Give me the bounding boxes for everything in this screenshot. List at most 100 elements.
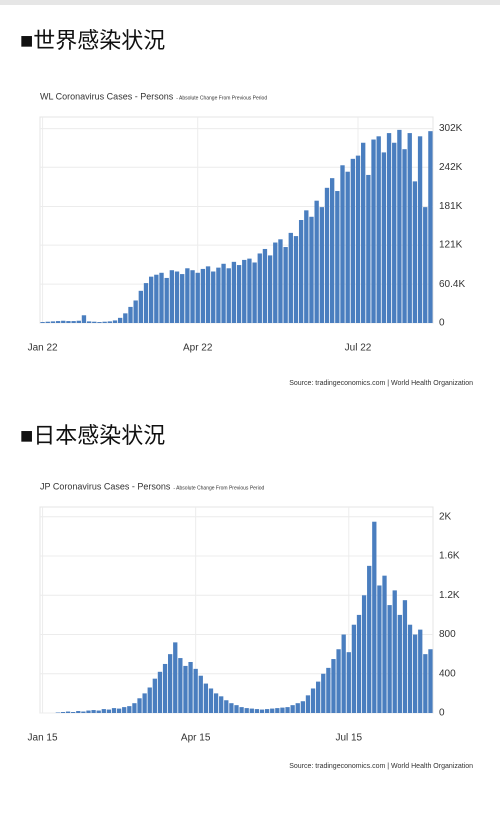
source-note: Source: tradingeconomics.com | World Hea… [289,380,473,387]
chart-title: WL Coronavirus Cases - Persons [40,91,174,101]
bar [204,684,208,713]
bar [428,649,432,713]
source-note: Source: tradingeconomics.com | World Hea… [289,763,473,770]
bar [46,322,50,323]
bar [199,676,203,713]
bar [158,672,162,713]
section-heading: ■世界感染状況 [20,28,165,53]
bar [263,249,267,323]
bar [211,272,215,324]
bar [268,255,272,323]
bar [61,712,65,713]
bar [361,143,365,323]
bar [428,131,432,323]
y-tick-label: 60.4K [439,279,465,290]
bar [366,175,370,323]
bar [123,313,127,323]
bar [159,273,163,323]
bar [127,706,131,713]
bar [51,321,55,323]
bar [331,659,335,713]
bar [206,266,210,323]
bar [247,259,251,323]
bar [153,679,157,713]
bar [423,207,427,323]
bar [97,711,101,713]
bar [71,321,75,323]
y-tick-label: 0 [439,318,445,329]
bar [408,625,412,713]
bar [180,274,184,323]
bar [372,522,376,713]
bar [418,136,422,323]
bar [234,705,238,713]
bar [278,239,282,323]
bar [149,277,153,323]
bar [201,269,205,323]
bar [351,159,355,323]
chart-subtitle: - Absolute Change From Previous Period [176,95,267,101]
bar [142,693,146,713]
bar [311,688,315,713]
y-tick-label: 121K [439,240,463,251]
bar [402,149,406,323]
bar [133,300,137,323]
bar [347,652,351,713]
bar [102,322,106,323]
bar [224,700,228,713]
bar [346,172,350,323]
bar [148,687,152,713]
bar [321,674,325,713]
bar [367,566,371,713]
bar [398,615,402,713]
bar [219,696,223,713]
bar [128,307,132,323]
bar [423,654,427,713]
bar [242,260,246,323]
bar [316,682,320,713]
y-tick-label: 800 [439,629,456,640]
bar [209,688,213,713]
bar [56,321,60,323]
bar [190,270,194,323]
bar [294,236,298,323]
bar [258,253,262,323]
y-tick-label: 2K [439,511,452,522]
bar [216,268,220,323]
bar [239,707,243,713]
bar [113,320,117,323]
bar [362,595,366,713]
bar [61,321,65,323]
bar [289,233,293,323]
bar [144,283,148,323]
bar [76,711,80,713]
y-tick-label: 1.2K [439,590,460,601]
bar [245,708,249,713]
bar [170,270,174,323]
bar [154,275,158,323]
bar [214,693,218,713]
y-tick-label: 400 [439,668,456,679]
bar [255,709,259,713]
bar [283,247,287,323]
bar [194,669,198,713]
chart-subtitle: - Absolute Change From Previous Period [173,485,264,491]
bar [325,188,329,323]
bar [132,703,136,713]
y-tick-label: 302K [439,123,463,134]
section-heading: ■日本感染状況 [20,423,165,448]
bar [330,178,334,323]
bar [296,703,300,713]
bar [66,712,70,713]
y-tick-label: 1.6K [439,551,460,562]
bar [382,152,386,323]
bar [377,136,381,323]
bar [260,710,264,713]
chart-title: JP Coronavirus Cases - Persons [40,481,171,491]
bar [393,590,397,713]
bar [168,654,172,713]
bar [265,709,269,713]
bar [250,709,254,713]
